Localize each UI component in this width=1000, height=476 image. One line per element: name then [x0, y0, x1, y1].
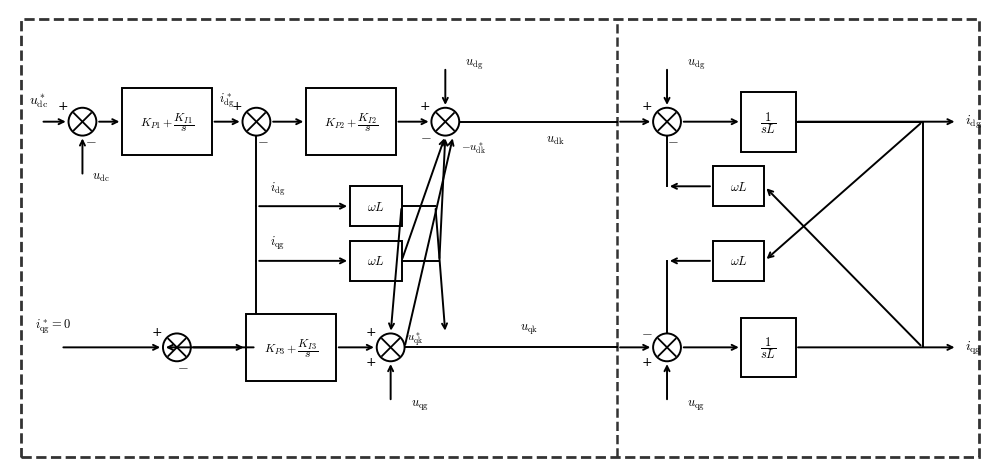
Text: +: + [231, 100, 242, 113]
FancyBboxPatch shape [350, 241, 402, 281]
Text: +: + [420, 100, 431, 113]
FancyBboxPatch shape [21, 20, 979, 457]
Circle shape [377, 334, 405, 361]
FancyBboxPatch shape [741, 93, 796, 152]
Text: $\dfrac{1}{sL}$: $\dfrac{1}{sL}$ [760, 109, 777, 135]
Text: $u_{\rm dg}$: $u_{\rm dg}$ [687, 58, 705, 72]
FancyBboxPatch shape [713, 167, 764, 207]
Text: +: + [152, 325, 162, 338]
Text: $-$: $-$ [641, 325, 653, 339]
Text: $-$: $-$ [177, 358, 189, 372]
Text: $K_{P3}+\dfrac{K_{I3}}{s}$: $K_{P3}+\dfrac{K_{I3}}{s}$ [264, 337, 318, 359]
FancyBboxPatch shape [306, 89, 396, 156]
Text: $\dfrac{1}{sL}$: $\dfrac{1}{sL}$ [760, 335, 777, 360]
Text: +: + [365, 355, 376, 368]
Text: $u_{\rm qk}$: $u_{\rm qk}$ [520, 323, 538, 337]
Text: $K_{P1}+\dfrac{K_{I1}}{s}$: $K_{P1}+\dfrac{K_{I1}}{s}$ [140, 111, 194, 134]
Text: $i_{\rm qg}$: $i_{\rm qg}$ [270, 235, 285, 252]
Circle shape [653, 334, 681, 361]
Text: $-$: $-$ [85, 133, 96, 147]
Text: +: + [57, 100, 68, 113]
Circle shape [69, 109, 96, 136]
Text: +: + [642, 355, 652, 368]
Circle shape [163, 334, 191, 361]
Text: $i^*_{\rm dg}$: $i^*_{\rm dg}$ [219, 91, 234, 110]
FancyBboxPatch shape [741, 318, 796, 377]
Circle shape [653, 109, 681, 136]
Text: $\omega L$: $\omega L$ [730, 180, 748, 193]
Text: $u^*_{\rm dc}$: $u^*_{\rm dc}$ [29, 92, 48, 109]
Circle shape [431, 109, 459, 136]
Text: +: + [365, 325, 376, 338]
Text: $i_{\rm qg}$: $i_{\rm qg}$ [965, 339, 982, 356]
Text: +: + [642, 100, 652, 113]
FancyBboxPatch shape [122, 89, 212, 156]
Text: $u^*_{\rm qk}$: $u^*_{\rm qk}$ [407, 331, 423, 349]
Text: $\omega L$: $\omega L$ [730, 255, 748, 268]
Text: $i^*_{\rm qg}=0$: $i^*_{\rm qg}=0$ [35, 317, 71, 335]
Text: $u_{\rm dc}$: $u_{\rm dc}$ [92, 170, 109, 183]
Text: $i_{\rm dg}$: $i_{\rm dg}$ [965, 114, 982, 131]
Text: $-$: $-$ [257, 133, 268, 147]
Text: $-u^*_{\rm dk}$: $-u^*_{\rm dk}$ [461, 140, 486, 156]
FancyBboxPatch shape [246, 314, 336, 381]
Text: $K_{P2}+\dfrac{K_{I2}}{s}$: $K_{P2}+\dfrac{K_{I2}}{s}$ [324, 111, 378, 134]
FancyBboxPatch shape [713, 241, 764, 281]
Text: $u_{\rm qg}$: $u_{\rm qg}$ [687, 398, 705, 412]
Text: $-$: $-$ [420, 129, 431, 143]
Text: $u_{\rm dk}$: $u_{\rm dk}$ [546, 134, 565, 147]
FancyBboxPatch shape [350, 187, 402, 227]
Text: $\omega L$: $\omega L$ [367, 200, 385, 213]
Text: $i_{\rm dg}$: $i_{\rm dg}$ [270, 180, 286, 198]
Text: $\omega L$: $\omega L$ [367, 255, 385, 268]
Circle shape [243, 109, 270, 136]
Text: $u_{\rm dg}$: $u_{\rm dg}$ [465, 58, 483, 72]
Text: $u_{\rm qg}$: $u_{\rm qg}$ [411, 398, 429, 412]
Text: $-$: $-$ [667, 133, 679, 147]
